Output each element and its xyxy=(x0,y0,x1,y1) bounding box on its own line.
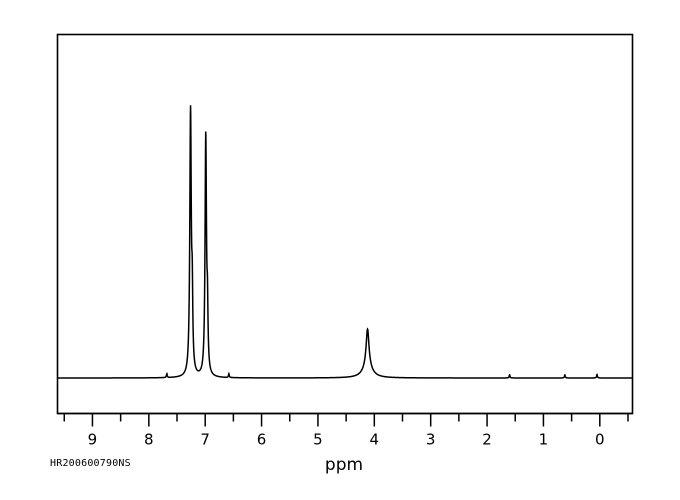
x-axis-tick-label: 4 xyxy=(370,431,380,449)
x-axis-tick-label: 9 xyxy=(88,431,98,449)
x-axis-tick-labels: 9 8 7 6 5 4 3 2 1 0 xyxy=(88,431,605,449)
x-axis-ticks xyxy=(63,413,629,427)
plot-frame xyxy=(56,33,634,415)
x-axis-title: ppm xyxy=(325,455,363,475)
spectrum-trace xyxy=(57,105,633,379)
spectrum-id-label: HR200600790NS xyxy=(50,458,131,469)
x-axis-tick-label: 7 xyxy=(200,431,210,449)
x-axis-group: 9 8 7 6 5 4 3 2 1 0 xyxy=(57,412,633,449)
x-axis-tick-label: 3 xyxy=(426,431,436,449)
spectrum-trace-group xyxy=(57,105,633,379)
x-axis-tick-label: 1 xyxy=(539,431,549,449)
x-axis-tick-label: 2 xyxy=(482,431,492,449)
x-axis-tick-label: 5 xyxy=(313,431,323,449)
x-axis-tick-label: 6 xyxy=(257,431,267,449)
x-axis-tick-label: 8 xyxy=(144,431,154,449)
x-axis-tick-label: 0 xyxy=(595,431,605,449)
